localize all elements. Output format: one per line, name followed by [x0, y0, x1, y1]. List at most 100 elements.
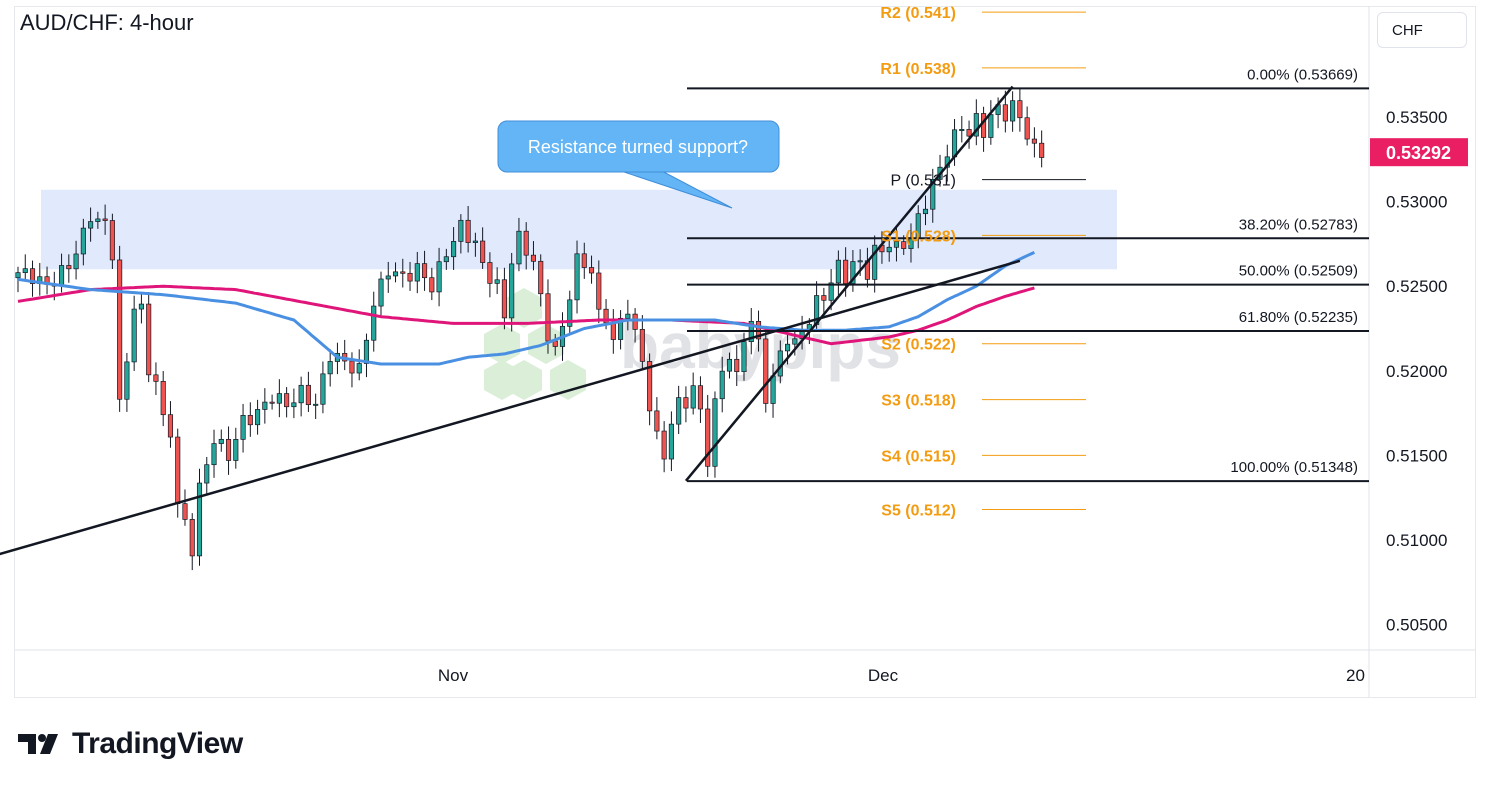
candle-body — [719, 370, 725, 400]
candle-body — [356, 363, 362, 374]
candle-body — [683, 397, 689, 409]
candle-body — [988, 114, 994, 138]
candle-body — [530, 254, 537, 262]
y-tick-label: 0.51000 — [1386, 531, 1447, 550]
candle-body — [494, 279, 500, 284]
candle-body — [647, 361, 653, 412]
candle-body — [59, 265, 65, 287]
candle-body — [973, 113, 979, 137]
y-tick-label: 0.52500 — [1386, 277, 1447, 296]
tradingview-logo-icon — [18, 734, 58, 754]
candle-body — [414, 263, 420, 282]
pivot-level-label: S4 (0.515) — [881, 448, 956, 465]
candle-body — [284, 393, 290, 408]
candle-body — [247, 414, 253, 426]
candle-body — [29, 268, 36, 284]
candle-body — [901, 241, 907, 249]
candle-body — [225, 438, 232, 461]
candle-body — [538, 260, 544, 295]
pivot-level-label: S5 (0.512) — [881, 503, 956, 520]
candle-body — [465, 219, 471, 243]
candle-body — [15, 272, 21, 279]
candle-body — [588, 267, 595, 274]
fib-swing-line — [684, 85, 1014, 482]
candle-body — [770, 375, 776, 404]
candle-body — [639, 329, 645, 362]
candle-body — [109, 220, 115, 261]
candle-body — [22, 268, 28, 274]
candle-body — [922, 208, 929, 215]
candle-body — [131, 308, 137, 363]
candle-body — [305, 384, 311, 406]
x-tick-label: 20 — [1346, 666, 1365, 685]
candle-body — [378, 278, 384, 307]
candle-body — [734, 358, 740, 373]
candle-body — [363, 339, 370, 364]
fib-level-label: 50.00% (0.52509) — [1239, 263, 1358, 280]
candle-body — [1024, 117, 1030, 140]
candle-body — [66, 265, 72, 270]
candle-body — [668, 423, 674, 460]
y-tick-label: 0.51500 — [1386, 446, 1447, 465]
candle-body — [385, 275, 391, 280]
candle-body — [676, 397, 682, 425]
candle-body — [117, 259, 123, 400]
candle-body — [204, 464, 210, 484]
candle-body — [625, 313, 631, 319]
candle-body — [451, 241, 457, 258]
candle-body — [872, 244, 878, 280]
candle-body — [73, 253, 79, 270]
candle-body — [124, 361, 130, 400]
candle-body — [291, 402, 297, 408]
candle-body — [255, 409, 261, 426]
candle-body — [443, 256, 449, 263]
fib-level-label: 0.00% (0.53669) — [1247, 66, 1358, 83]
brand-name: TradingView — [72, 727, 243, 760]
candle-body — [1017, 100, 1023, 119]
candle-body — [327, 361, 333, 375]
candle-body — [726, 358, 733, 372]
candle-body — [930, 179, 936, 210]
y-tick-label: 0.53500 — [1386, 108, 1447, 127]
candle-body — [792, 338, 798, 345]
candles — [15, 87, 1045, 571]
candle-body — [480, 240, 486, 263]
ascending-trendline — [0, 259, 1021, 556]
currency-selector[interactable]: CHF — [1377, 12, 1467, 48]
candle-body — [893, 241, 900, 248]
candle-body — [1002, 104, 1008, 122]
candle-body — [313, 403, 319, 406]
candle-body — [581, 253, 587, 268]
x-tick-label: Dec — [868, 666, 899, 685]
candle-body — [951, 129, 958, 158]
candle-body — [661, 430, 667, 460]
candle-body — [966, 129, 972, 137]
candle-body — [1031, 138, 1037, 144]
candle-body — [429, 277, 435, 293]
candle-body — [690, 385, 696, 409]
callout-box — [497, 120, 780, 173]
candle-body — [712, 398, 718, 467]
candle-body — [218, 438, 224, 444]
candle-body — [458, 219, 464, 242]
candle-body — [189, 519, 195, 557]
candle-body — [436, 261, 442, 293]
candle-body — [741, 341, 747, 373]
x-tick-label: Nov — [438, 666, 469, 685]
candle-body — [146, 303, 152, 376]
candle-body — [276, 393, 282, 404]
candle-body — [1039, 142, 1045, 158]
candle-body — [886, 246, 892, 253]
candle-body — [487, 262, 493, 284]
current-price-badge — [1370, 138, 1468, 167]
candle-body — [545, 293, 551, 342]
candle-body — [167, 414, 174, 438]
ma-slow-line — [17, 284, 1035, 346]
candle-body — [269, 401, 275, 404]
callout-text: Resistance turned support? — [528, 137, 748, 157]
candle-body — [618, 317, 624, 340]
candle-body — [175, 436, 181, 505]
tradingview-brand[interactable]: TradingView — [18, 726, 243, 762]
current-price-label: 0.53292 — [1386, 143, 1451, 163]
